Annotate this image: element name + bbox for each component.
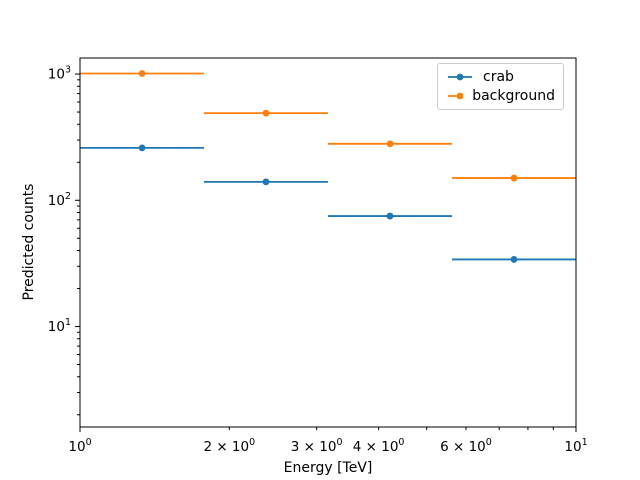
x-axis-tick-label: 2 × 100 (203, 437, 255, 455)
crab-data-point (510, 256, 518, 263)
x-axis-tick-label: 101 (564, 437, 587, 455)
errorbar-marker-icon (448, 73, 472, 81)
crab-data-point (138, 144, 146, 152)
x-axis-tick-label: 100 (68, 437, 91, 455)
plot-frame (79, 57, 577, 428)
x-axis-tick-label: 3 × 100 (291, 437, 343, 455)
y-axis-tick-label: 102 (48, 191, 71, 209)
background-data-point (138, 70, 146, 77)
errorbar-marker-icon (448, 92, 464, 100)
y-axis-label: Predicted counts (21, 183, 37, 301)
x-axis-label: Energy [TeV] (283, 460, 373, 476)
x-axis-tick-label: 4 × 100 (353, 437, 405, 455)
y-axis-tick-label: 101 (48, 317, 71, 335)
background-data-point (262, 109, 270, 117)
x-axis-tick-label: 6 × 100 (440, 437, 492, 455)
background-data-point (386, 140, 394, 148)
background-data-point (510, 174, 518, 182)
crab-data-point (262, 178, 270, 186)
legend-item-crab: crab (446, 70, 555, 84)
legend-item-background: background (446, 89, 555, 103)
legend: crab background (437, 63, 564, 110)
legend-label-background: background (472, 88, 555, 105)
crab-data-point (386, 212, 394, 220)
legend-label-crab: crab (483, 68, 514, 85)
y-axis-tick-label: 103 (48, 65, 71, 83)
